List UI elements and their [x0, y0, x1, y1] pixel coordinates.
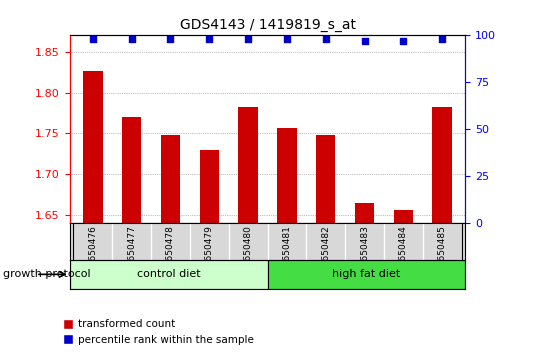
Text: GSM650483: GSM650483: [360, 225, 369, 280]
Point: [322, 36, 330, 42]
Text: high fat diet: high fat diet: [332, 269, 401, 279]
Bar: [83, 71, 103, 223]
Text: control diet: control diet: [137, 269, 200, 279]
Text: GSM650485: GSM650485: [438, 225, 447, 280]
Point: [166, 36, 175, 42]
Legend: transformed count, percentile rank within the sample: transformed count, percentile rank withi…: [59, 315, 258, 349]
Bar: [200, 150, 219, 223]
Bar: [268, 260, 465, 289]
Bar: [355, 202, 374, 223]
Point: [282, 36, 291, 42]
Bar: [432, 107, 452, 223]
Bar: [70, 260, 268, 289]
Bar: [160, 135, 180, 223]
Point: [244, 36, 253, 42]
Bar: [122, 117, 141, 223]
Text: GSM650476: GSM650476: [88, 225, 97, 280]
Text: GSM650480: GSM650480: [243, 225, 253, 280]
Bar: [277, 129, 296, 223]
Point: [89, 36, 97, 42]
Bar: [239, 107, 258, 223]
Text: GSM650479: GSM650479: [205, 225, 214, 280]
Point: [360, 38, 369, 44]
Text: GSM650478: GSM650478: [166, 225, 175, 280]
Text: GSM650477: GSM650477: [127, 225, 136, 280]
Text: GSM650484: GSM650484: [399, 225, 408, 280]
Point: [399, 38, 408, 44]
Text: GSM650481: GSM650481: [282, 225, 292, 280]
Point: [127, 36, 136, 42]
Text: growth protocol: growth protocol: [3, 269, 90, 279]
Bar: [394, 210, 413, 223]
Title: GDS4143 / 1419819_s_at: GDS4143 / 1419819_s_at: [180, 18, 355, 32]
Point: [205, 36, 213, 42]
Bar: [316, 135, 335, 223]
Text: GSM650482: GSM650482: [321, 225, 330, 280]
Point: [438, 36, 446, 42]
